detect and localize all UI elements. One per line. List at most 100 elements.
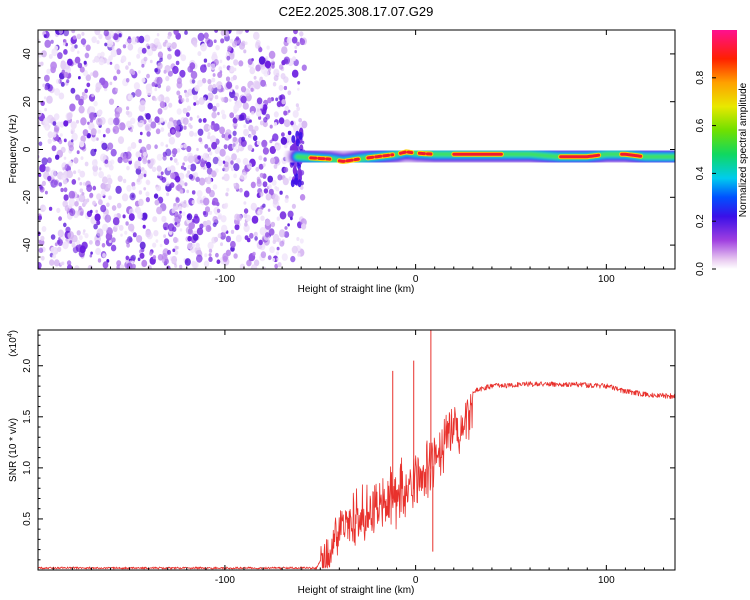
noise-blob — [262, 163, 266, 167]
noise-blob — [291, 36, 298, 44]
noise-blob — [54, 88, 61, 96]
noise-blob — [69, 103, 76, 112]
noise-blob — [271, 179, 277, 186]
noise-blob — [125, 255, 130, 261]
noise-blob — [272, 81, 277, 87]
noise-blob — [292, 56, 296, 62]
noise-blob — [94, 30, 101, 36]
noise-blob — [70, 87, 76, 94]
noise-blob — [217, 159, 223, 167]
ridge-peaks — [308, 149, 644, 164]
noise-blob — [114, 63, 120, 71]
noise-blob — [193, 102, 197, 106]
noise-blob — [89, 209, 93, 214]
noise-blob — [250, 202, 257, 211]
noise-blob — [258, 115, 262, 120]
noise-blob — [65, 226, 71, 233]
noise-blob — [153, 38, 160, 46]
noise-blob — [56, 207, 61, 213]
colorbar-tick-label: 0.6 — [695, 118, 706, 132]
noise-blob — [169, 182, 175, 189]
noise-blob — [71, 30, 76, 34]
noise-blob — [135, 206, 141, 214]
noise-blob — [301, 64, 307, 71]
noise-blob — [271, 64, 275, 69]
noise-blob — [250, 87, 254, 92]
noise-blob — [106, 202, 110, 208]
noise-blob — [110, 49, 118, 58]
noise-blob — [138, 139, 142, 144]
noise-blob — [48, 206, 53, 211]
noise-blob — [232, 74, 237, 81]
noise-blob — [254, 236, 258, 241]
noise-blob — [72, 35, 77, 40]
noise-blob — [122, 214, 126, 219]
noise-blob — [43, 117, 50, 126]
noise-blob — [301, 120, 308, 129]
noise-blob — [232, 130, 237, 136]
noise-blob — [128, 213, 135, 221]
noise-blob — [268, 188, 274, 196]
noise-blob — [252, 265, 258, 269]
noise-blob — [187, 65, 193, 73]
noise-blob — [280, 136, 288, 145]
noise-blob — [38, 215, 42, 221]
snr-panel: -100 0 100 0.5 1.0 1.5 2.0 Height of straight… — [7, 329, 676, 596]
noise-blob — [226, 187, 230, 192]
noise-blob — [233, 163, 240, 172]
noise-blob — [276, 101, 282, 108]
noise-blob — [185, 98, 190, 103]
noise-blob — [283, 85, 288, 91]
noise-blob — [207, 84, 214, 92]
noise-blob — [187, 235, 192, 242]
noise-blob — [76, 210, 81, 216]
noise-blob — [219, 126, 225, 135]
noise-blob — [291, 203, 296, 209]
noise-blob — [139, 119, 145, 127]
noise-blob — [285, 134, 292, 141]
noise-blob — [298, 118, 303, 123]
noise-blob — [49, 259, 55, 266]
noise-blob — [233, 173, 238, 179]
noise-blob — [74, 44, 78, 49]
noise-blob — [54, 242, 58, 247]
ridge-peak — [309, 156, 332, 161]
noise-blob — [102, 253, 106, 258]
noise-blob — [63, 49, 68, 55]
noise-blob — [126, 120, 132, 128]
noise-blob — [243, 49, 247, 54]
noise-blob — [79, 140, 85, 148]
noise-blob — [263, 188, 269, 194]
noise-blob — [63, 222, 67, 228]
noise-blob — [228, 134, 232, 139]
noise-blob — [281, 46, 288, 55]
noise-blob — [106, 39, 114, 48]
noise-blob — [138, 198, 144, 206]
noise-blob — [79, 170, 86, 178]
noise-blob — [260, 79, 266, 87]
noise-blob — [197, 155, 201, 160]
noise-blob — [44, 190, 48, 195]
noise-blob — [77, 62, 83, 69]
noise-blob — [126, 165, 130, 171]
noise-blob — [299, 185, 304, 190]
noise-blob — [96, 220, 101, 226]
noise-blob — [155, 128, 161, 135]
noise-blob — [125, 78, 130, 83]
noise-blob — [108, 195, 112, 200]
noise-blob — [79, 66, 85, 73]
noise-blob — [117, 156, 123, 164]
noise-blob — [45, 166, 51, 173]
noise-blob — [58, 237, 61, 241]
noise-blob — [170, 172, 176, 180]
noise-blob — [82, 182, 86, 186]
noise-blob — [41, 157, 48, 166]
noise-blob — [72, 246, 79, 254]
noise-blob — [69, 208, 76, 217]
noise-blob — [228, 52, 235, 60]
noise-blob — [278, 229, 286, 238]
noise-blob — [193, 172, 199, 178]
noise-blob — [230, 229, 235, 234]
noise-blob — [248, 133, 253, 139]
noise-blob — [151, 43, 158, 52]
